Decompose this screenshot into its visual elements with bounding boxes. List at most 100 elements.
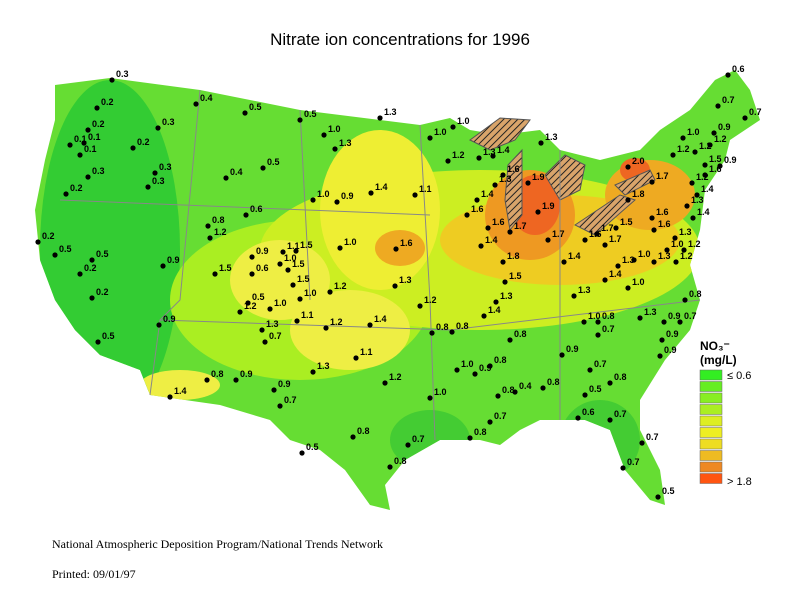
site-value: 1.0	[638, 249, 651, 259]
site-dot	[682, 297, 688, 303]
site-value: 1.3	[317, 361, 330, 371]
site-value: 0.9	[479, 363, 492, 373]
site-dot	[481, 313, 487, 319]
site-value: 1.4	[375, 182, 388, 192]
site-value: 1.0	[304, 288, 317, 298]
site-dot	[368, 190, 374, 196]
site-value: 0.7	[494, 411, 507, 421]
site-dot	[145, 184, 151, 190]
site-dot	[559, 352, 565, 358]
site-value: 1.0	[434, 387, 447, 397]
site-value: 0.9	[341, 191, 354, 201]
site-dot	[487, 419, 493, 425]
site-value: 1.2	[680, 251, 693, 261]
site-value: 1.7	[609, 234, 622, 244]
site-dot	[89, 257, 95, 263]
site-dot	[673, 259, 679, 265]
site-value: 1.3	[545, 132, 558, 142]
site-dot	[52, 252, 58, 258]
site-dot	[350, 434, 356, 440]
site-value: 1.6	[507, 164, 520, 174]
printed: Printed: 09/01/97	[52, 567, 136, 581]
site-dot	[502, 279, 508, 285]
site-dot	[259, 327, 265, 333]
site-value: 0.9	[664, 345, 677, 355]
site-value: 1.4	[488, 305, 501, 315]
site-dot	[615, 263, 621, 269]
site-value: 0.6	[250, 204, 263, 214]
site-value: 1.3	[399, 275, 412, 285]
site-dot	[297, 296, 303, 302]
site-dot	[702, 172, 708, 178]
site-dot	[607, 380, 613, 386]
site-dot	[94, 105, 100, 111]
site-value: 0.9	[256, 246, 269, 256]
site-value: 0.9	[566, 344, 579, 354]
site-value: 1.0	[434, 127, 447, 137]
site-value: 2.0	[632, 156, 645, 166]
site-value: 1.2	[389, 372, 402, 382]
site-dot	[245, 300, 251, 306]
legend-swatch	[699, 427, 723, 438]
site-value: 1.2	[699, 141, 712, 151]
site-value: 1.2	[330, 317, 343, 327]
site-value: 0.8	[547, 377, 560, 387]
site-value: 0.8	[494, 355, 507, 365]
site-dot	[337, 245, 343, 251]
site-value: 0.1	[84, 144, 97, 154]
site-dot	[672, 235, 678, 241]
site-value: 1.3	[500, 291, 513, 301]
site-dot	[367, 322, 373, 328]
site-value: 1.4	[374, 314, 387, 324]
site-dot	[260, 165, 266, 171]
legend-swatch	[699, 415, 723, 427]
site-value: 0.5	[96, 249, 109, 259]
site-value: 1.2	[244, 301, 257, 311]
site-value: 1.4	[485, 235, 498, 245]
site-value: 1.3	[266, 319, 279, 329]
site-dot	[156, 322, 162, 328]
site-dot	[277, 261, 283, 267]
site-value: 0.3	[116, 69, 129, 79]
site-value: 0.8	[514, 329, 527, 339]
site-dot	[661, 319, 667, 325]
site-dot	[233, 377, 239, 383]
site-value: 0.4	[519, 381, 532, 391]
site-value: 1.4	[568, 251, 581, 261]
site-value: 1.3	[499, 174, 512, 184]
site-dot	[595, 319, 601, 325]
site-value: 1.1	[301, 310, 314, 320]
site-value: 0.6	[732, 64, 745, 74]
site-dot	[487, 363, 493, 369]
legend-swatch	[699, 450, 723, 461]
site-dot	[692, 149, 698, 155]
site-dot	[204, 377, 210, 383]
site-value: 1.6	[471, 204, 484, 214]
site-value: 1.1	[287, 241, 300, 251]
site-value: 0.2	[101, 97, 114, 107]
site-value: 1.0	[687, 127, 700, 137]
site-dot	[493, 299, 499, 305]
site-value: 0.7	[284, 395, 297, 405]
site-dot	[649, 215, 655, 221]
site-dot	[540, 385, 546, 391]
site-dot	[602, 277, 608, 283]
site-dot	[500, 172, 506, 178]
site-dot	[450, 124, 456, 130]
legend-swatch	[699, 473, 723, 484]
site-value: 1.6	[658, 219, 671, 229]
site-value: 0.5	[304, 109, 317, 119]
site-value: 1.7	[514, 221, 527, 231]
site-dot	[512, 389, 518, 395]
site-dot	[63, 191, 69, 197]
site-value: 1.5	[219, 263, 232, 273]
site-value: 1.0	[284, 253, 297, 263]
site-dot	[243, 212, 249, 218]
site-dot	[464, 212, 470, 218]
site-dot	[321, 132, 327, 138]
site-value: 1.0	[671, 239, 684, 249]
site-value: 1.0	[317, 189, 330, 199]
site-dot	[587, 367, 593, 373]
site-value: 1.0	[344, 237, 357, 247]
site-dot	[538, 140, 544, 146]
